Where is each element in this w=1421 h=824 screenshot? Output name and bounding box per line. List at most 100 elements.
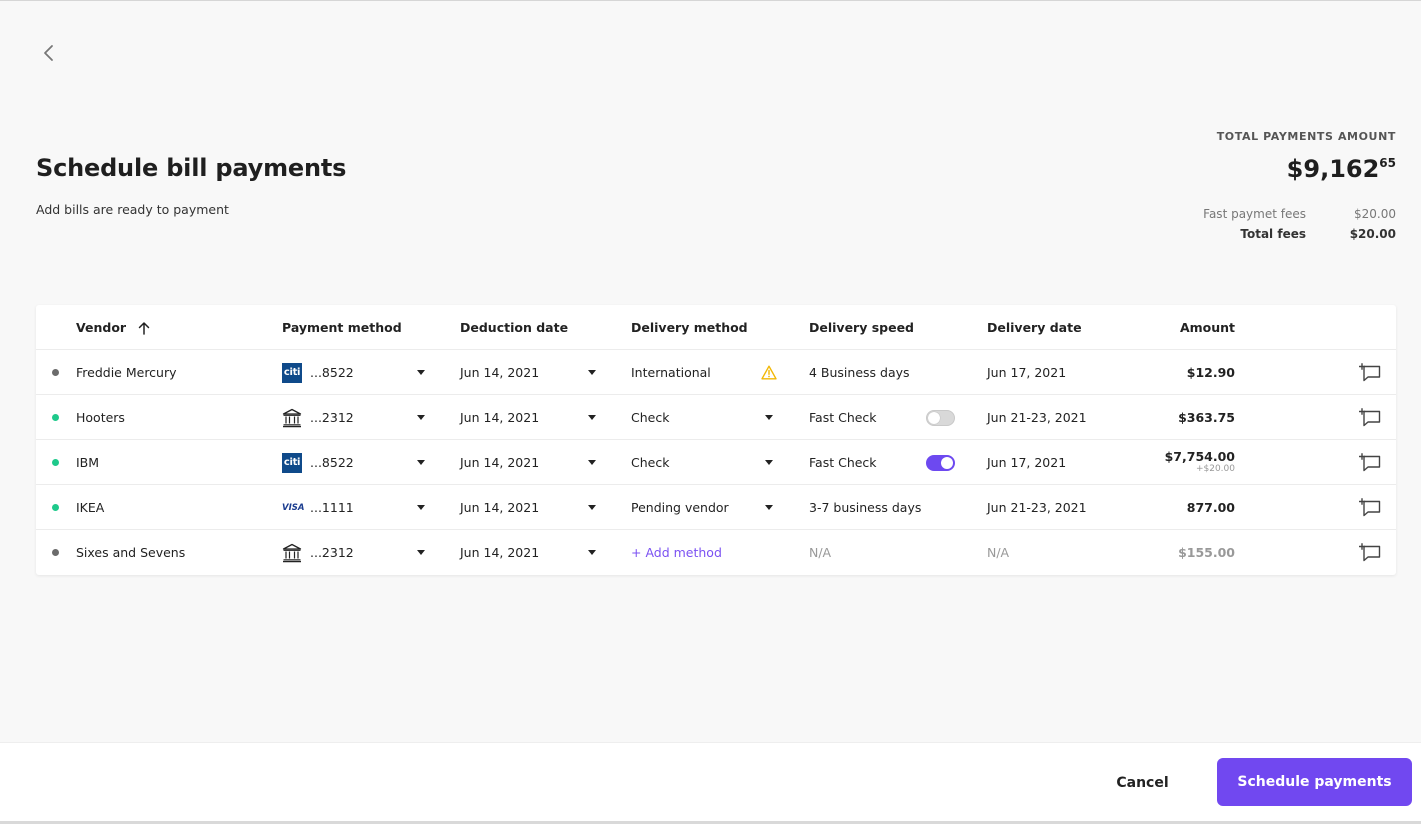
deduction-date-value: Jun 14, 2021 xyxy=(460,500,540,515)
deduction-date-dropdown[interactable] xyxy=(584,530,598,575)
footer-bottom-border xyxy=(0,821,1421,824)
chevron-down-icon[interactable] xyxy=(413,411,427,425)
payment-method-value: ...2312 xyxy=(282,530,354,575)
card-logo-text: VISA xyxy=(282,502,305,513)
fee-value: $20.00 xyxy=(1354,207,1396,221)
fast-check-toggle[interactable] xyxy=(926,395,955,440)
status-dot xyxy=(52,395,59,440)
vendor-name: Sixes and Sevens xyxy=(76,545,186,560)
add-note-button[interactable] xyxy=(1358,530,1382,575)
deduction-date-value: Jun 14, 2021 xyxy=(460,410,540,425)
add-comment-icon[interactable] xyxy=(1358,496,1382,520)
amount-main: $7,754.00 xyxy=(1164,448,1235,464)
payment-method-dropdown[interactable] xyxy=(413,440,427,485)
payment-method-dropdown[interactable] xyxy=(413,530,427,575)
page-title: Schedule bill payments xyxy=(36,154,347,182)
add-method-link[interactable]: + Add method xyxy=(631,530,722,575)
chevron-down-icon[interactable] xyxy=(413,501,427,515)
add-note-button[interactable] xyxy=(1358,440,1382,485)
account-last-digits: ...8522 xyxy=(310,365,354,380)
add-note-button[interactable] xyxy=(1358,350,1382,395)
top-divider xyxy=(0,0,1421,1)
chevron-left-icon xyxy=(44,45,53,61)
account-last-digits: ...1111 xyxy=(310,500,354,515)
chevron-down-icon[interactable] xyxy=(584,366,598,380)
delivery-speed-value: 3-7 business days xyxy=(809,500,922,515)
add-comment-icon[interactable] xyxy=(1358,361,1382,385)
back-button[interactable] xyxy=(36,40,62,66)
delivery-date-value: Jun 21-23, 2021 xyxy=(987,500,1087,515)
fast-check-toggle[interactable] xyxy=(926,440,955,485)
add-comment-icon[interactable] xyxy=(1358,541,1382,565)
deduction-date-column-header: Deduction date xyxy=(460,320,569,335)
table-row: Hooters ...2312 Jun 14, 2021 Check Fast Chec… xyxy=(36,395,1396,440)
footer-bar: Cancel Schedule payments xyxy=(0,742,1421,821)
delivery-date-value: Jun 17, 2021 xyxy=(987,455,1067,470)
delivery-method-dropdown[interactable] xyxy=(761,440,775,485)
fee-value: $20.00 xyxy=(1349,227,1396,241)
add-comment-icon[interactable] xyxy=(1358,406,1382,430)
card-logo-text: citi xyxy=(282,452,302,473)
payment-method-dropdown[interactable] xyxy=(413,350,427,395)
visa-card-icon: VISA xyxy=(282,498,305,518)
chevron-down-icon[interactable] xyxy=(584,456,598,470)
add-note-button[interactable] xyxy=(1358,485,1382,530)
amount-main: $9,162 xyxy=(1286,155,1380,183)
amount-main: 877.00 xyxy=(1186,500,1235,515)
chevron-down-icon[interactable] xyxy=(584,546,598,560)
vendor-name: Freddie Mercury xyxy=(76,365,177,380)
deduction-date-dropdown[interactable] xyxy=(584,395,598,440)
deduction-date-dropdown[interactable] xyxy=(584,440,598,485)
chevron-down-icon[interactable] xyxy=(413,456,427,470)
add-comment-icon[interactable] xyxy=(1358,451,1382,475)
delivery-date-value: Jun 21-23, 2021 xyxy=(987,410,1087,425)
deduction-date-value: Jun 14, 2021 xyxy=(460,545,540,560)
payment-method-dropdown[interactable] xyxy=(413,485,427,530)
payment-summary: TOTAL PAYMENTS AMOUNT $9,16265 xyxy=(1217,130,1396,183)
chevron-down-icon[interactable] xyxy=(413,366,427,380)
table-row: Freddie Mercury citi ...8522 Jun 14, 2021 In… xyxy=(36,350,1396,395)
amount-main: $155.00 xyxy=(1178,545,1235,560)
chevron-down-icon[interactable] xyxy=(584,501,598,515)
chevron-down-icon[interactable] xyxy=(584,411,598,425)
deduction-date-dropdown[interactable] xyxy=(584,485,598,530)
delivery-date-value: N/A xyxy=(987,545,1010,560)
schedule-payments-button[interactable]: Schedule payments xyxy=(1217,758,1412,806)
payment-method-column-header: Payment method xyxy=(282,320,402,335)
fee-label: Total fees xyxy=(1240,227,1306,241)
amount-main: $12.90 xyxy=(1186,365,1235,380)
vendor-name: IKEA xyxy=(76,500,105,515)
cancel-button[interactable]: Cancel xyxy=(1090,760,1195,806)
add-note-button[interactable] xyxy=(1358,395,1382,440)
payment-method-value: VISA ...1111 xyxy=(282,485,354,530)
toggle-switch[interactable] xyxy=(926,454,955,471)
delivery-speed-value: Fast Check xyxy=(809,410,877,425)
payment-method-dropdown[interactable] xyxy=(413,395,427,440)
citi-card-icon: citi xyxy=(282,362,302,383)
delivery-speed-value: 4 Business days xyxy=(809,365,910,380)
amount-value: $7,754.00 +$20.00 xyxy=(1116,440,1235,485)
payment-method-value: citi ...8522 xyxy=(282,350,354,395)
delivery-date-column-header: Delivery date xyxy=(987,320,1082,335)
payments-table: Vendor Payment method Deduction date Del… xyxy=(36,305,1396,575)
vendor-column-header[interactable]: Vendor xyxy=(76,305,150,350)
add-method-label: + Add method xyxy=(631,545,722,560)
fees-summary: Fast paymet fees $20.00 Total fees $20.0… xyxy=(1166,204,1396,244)
table-row: IBM citi ...8522 Jun 14, 2021 Check Fast Chec… xyxy=(36,440,1396,485)
delivery-method-dropdown[interactable] xyxy=(761,485,775,530)
deduction-date-dropdown[interactable] xyxy=(584,350,598,395)
bank-icon xyxy=(282,408,302,428)
chevron-down-icon[interactable] xyxy=(761,501,775,515)
warning-icon[interactable] xyxy=(761,350,777,395)
total-payments-label: TOTAL PAYMENTS AMOUNT xyxy=(1216,130,1396,143)
chevron-down-icon[interactable] xyxy=(413,546,427,560)
chevron-down-icon[interactable] xyxy=(761,411,775,425)
table-body: Freddie Mercury citi ...8522 Jun 14, 2021 In… xyxy=(36,350,1396,575)
header-label: Vendor xyxy=(76,320,127,335)
amount-cents: 65 xyxy=(1379,156,1396,170)
chevron-down-icon[interactable] xyxy=(761,456,775,470)
amount-value: $363.75 xyxy=(1116,395,1235,440)
amount-main: $363.75 xyxy=(1178,410,1235,425)
toggle-switch[interactable] xyxy=(926,409,955,426)
delivery-method-dropdown[interactable] xyxy=(761,395,775,440)
